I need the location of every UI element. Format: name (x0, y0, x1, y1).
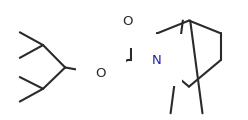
Text: O: O (95, 67, 106, 80)
Text: O: O (123, 15, 133, 28)
Text: N: N (152, 54, 162, 66)
